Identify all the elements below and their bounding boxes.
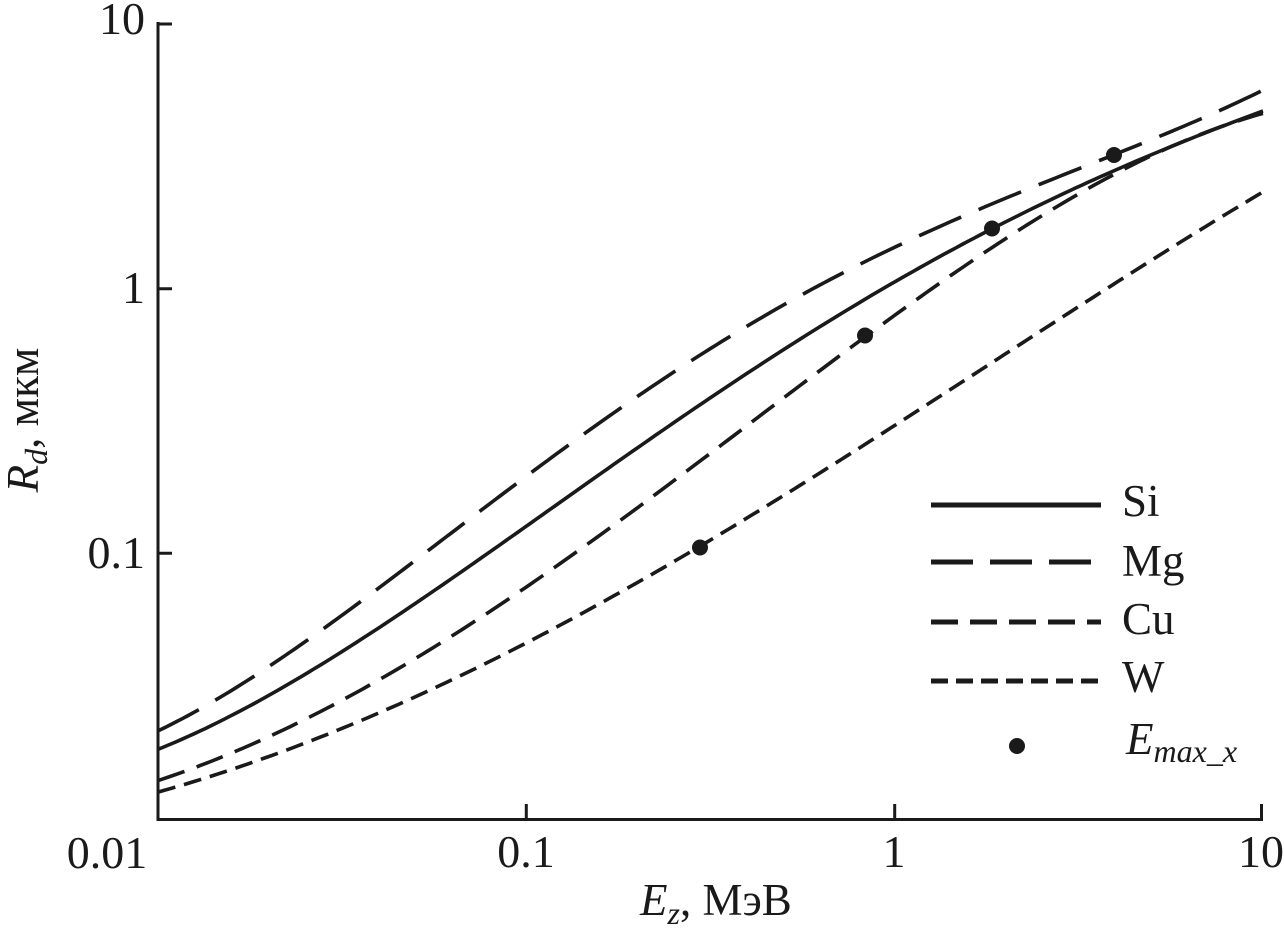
svg-text:Mg: Mg	[1122, 536, 1185, 586]
svg-text:10: 10	[1238, 826, 1284, 877]
svg-text:0.1: 0.1	[88, 527, 146, 578]
svg-text:Rd, мкм: Rd, мкм	[0, 348, 54, 494]
svg-text:10: 10	[99, 0, 145, 44]
svg-text:1: 1	[883, 826, 906, 877]
svg-text:1: 1	[122, 262, 145, 313]
svg-text:Emax_x: Emax_x	[1125, 714, 1237, 769]
svg-text:0.01: 0.01	[67, 827, 148, 878]
svg-text:Si: Si	[1122, 476, 1160, 526]
svg-text:W: W	[1122, 652, 1165, 702]
svg-text:Cu: Cu	[1122, 594, 1175, 644]
svg-text:Ez, МэВ: Ez, МэВ	[639, 875, 792, 931]
svg-text:0.1: 0.1	[497, 826, 555, 877]
